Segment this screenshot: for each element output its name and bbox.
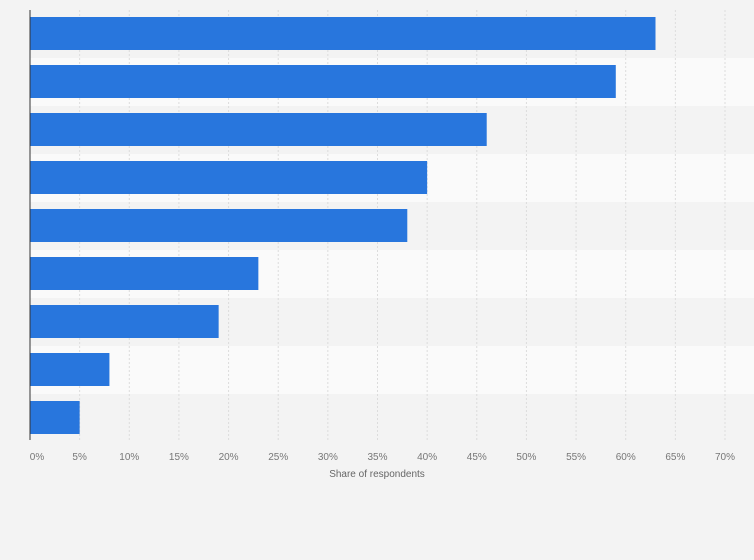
x-tick-label: 50% [516, 452, 536, 463]
bar[interactable] [30, 209, 408, 242]
x-tick-label: 40% [417, 452, 437, 463]
bar[interactable] [30, 257, 259, 290]
x-tick-label: 25% [268, 452, 288, 463]
x-tick-label: 60% [616, 452, 636, 463]
bar[interactable] [30, 353, 110, 386]
row-band [30, 346, 754, 394]
bar[interactable] [30, 161, 428, 194]
x-tick-label: 20% [219, 452, 239, 463]
x-tick-label: 70% [715, 452, 735, 463]
x-tick-label: 30% [318, 452, 338, 463]
bar[interactable] [30, 305, 219, 338]
bar[interactable] [30, 65, 616, 98]
bar[interactable] [30, 17, 656, 50]
bar[interactable] [30, 113, 487, 146]
x-tick-label: 5% [72, 452, 87, 463]
row-band [30, 394, 754, 442]
x-tick-label: 10% [119, 452, 139, 463]
x-tick-label: 55% [566, 452, 586, 463]
x-tick-label: 35% [367, 452, 387, 463]
x-tick-label: 65% [665, 452, 685, 463]
x-axis-label: Share of respondents [329, 469, 425, 480]
x-tick-label: 0% [30, 452, 45, 463]
bar[interactable] [30, 401, 80, 434]
x-tick-label: 45% [467, 452, 487, 463]
x-tick-label: 15% [169, 452, 189, 463]
